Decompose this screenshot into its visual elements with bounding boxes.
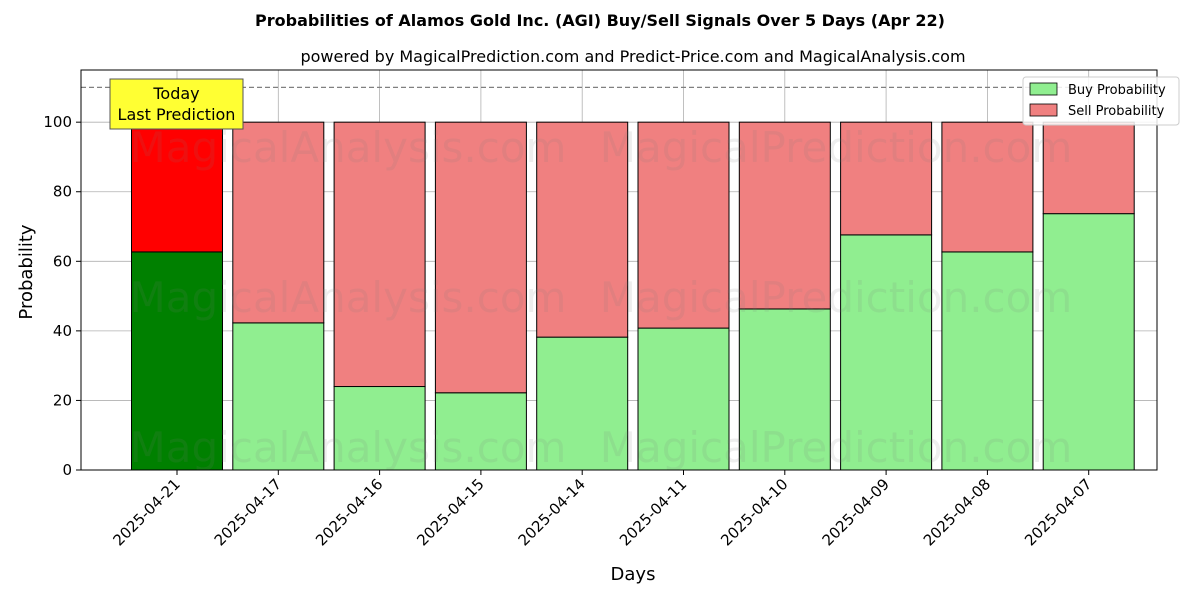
x-tick-label: 2025-04-14	[515, 475, 589, 549]
x-tick-label: 2025-04-21	[109, 475, 183, 549]
y-axis: 0 20 40 60 80 100	[43, 113, 81, 479]
x-tick-label: 2025-04-11	[616, 475, 690, 549]
bar-sell	[333, 121, 426, 388]
x-tick-label: 2025-04-16	[312, 475, 386, 549]
annotation-box	[109, 78, 244, 130]
y-tick-label: 100	[43, 113, 72, 131]
bar-buy	[1042, 213, 1135, 471]
bar-buy	[536, 336, 629, 471]
watermark-text: MagicalAnalysis.com	[130, 273, 567, 322]
annotation-line-1: Today	[152, 84, 199, 103]
x-tick-label: 2025-04-08	[920, 475, 994, 549]
watermark-text: MagicalPrediction.com	[600, 123, 1073, 172]
bar-sell	[738, 121, 831, 310]
y-tick-label: 40	[53, 322, 72, 340]
bar-sell	[840, 121, 933, 236]
y-tick-label: 0	[62, 461, 72, 479]
x-tick-label: 2025-04-09	[819, 475, 893, 549]
bar-sell	[941, 121, 1034, 253]
watermark-text: MagicalAnalysis.com	[130, 123, 567, 172]
legend-label-sell: Sell Probability	[1068, 104, 1165, 119]
watermark-text: MagicalPrediction.com	[600, 423, 1073, 472]
bar-buy	[941, 251, 1034, 471]
y-axis-label: Probability	[16, 224, 37, 319]
legend-swatch-sell	[1029, 103, 1058, 117]
legend-label-buy: Buy Probability	[1068, 83, 1166, 98]
legend: Buy Probability Sell Probability	[1022, 76, 1180, 126]
bar-sell	[536, 121, 629, 338]
annotation-line-2: Last Prediction	[118, 105, 236, 124]
x-axis: 2025-04-21 2025-04-17 2025-04-16 2025-04-15…	[109, 470, 1096, 549]
watermark-text: MagicalAnalysis.com	[130, 423, 567, 472]
plot-frame	[80, 69, 1158, 471]
x-axis-label: Days	[611, 564, 656, 585]
x-tick-label: 2025-04-15	[413, 475, 487, 549]
legend-frame	[1022, 76, 1180, 126]
today-annotation: Today Last Prediction	[109, 78, 244, 130]
y-tick-label: 20	[53, 391, 72, 409]
bar-buy	[840, 234, 933, 471]
bar-buy	[131, 251, 223, 471]
chart-subtitle: powered by MagicalPrediction.com and Pre…	[300, 47, 965, 66]
bar-buy	[333, 386, 426, 471]
bar-sell	[131, 121, 223, 253]
chart-title: Probabilities of Alamos Gold Inc. (AGI) …	[255, 11, 945, 30]
x-tick-label: 2025-04-07	[1021, 475, 1095, 549]
bar-sell	[434, 121, 527, 394]
bar-buy	[637, 327, 730, 471]
legend-swatch-buy	[1029, 82, 1058, 96]
y-tick-label: 80	[53, 183, 72, 201]
x-tick-label: 2025-04-17	[211, 475, 285, 549]
bar-sell	[1042, 121, 1135, 215]
x-tick-label: 2025-04-10	[717, 475, 791, 549]
bar-sell	[232, 121, 325, 324]
bars-group	[131, 121, 1135, 471]
watermark-text: MagicalPrediction.com	[600, 273, 1073, 322]
y-tick-label: 60	[53, 252, 72, 270]
bar-buy	[738, 308, 831, 471]
bar-sell	[637, 121, 730, 329]
watermark-group: MagicalAnalysis.com MagicalPrediction.com…	[130, 123, 1073, 472]
